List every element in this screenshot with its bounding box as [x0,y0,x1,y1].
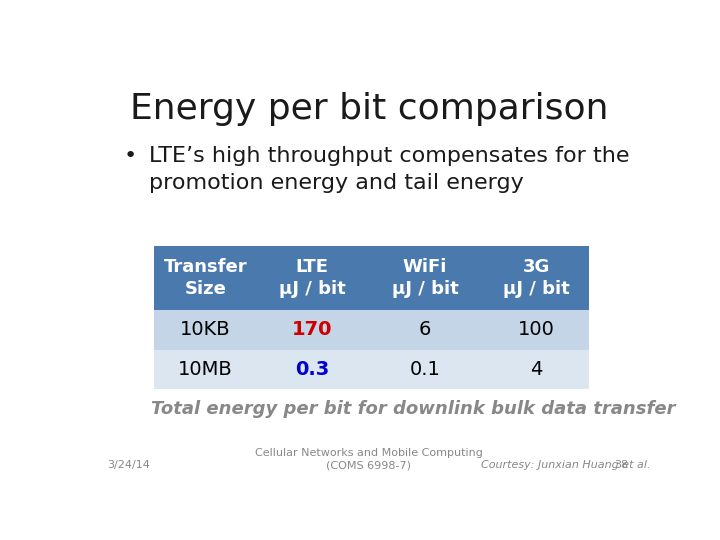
Bar [154,349,256,389]
Text: LTE’s high throughput compensates for the
promotion energy and tail energy: LTE’s high throughput compensates for th… [148,146,629,193]
Text: •: • [124,146,137,166]
Text: Cellular Networks and Mobile Computing
(COMS 6998-7): Cellular Networks and Mobile Computing (… [255,448,483,470]
Text: 4: 4 [530,360,542,379]
Bar [256,349,367,389]
Bar [154,310,256,349]
Text: 170: 170 [292,320,332,339]
Text: WiFi
μJ / bit: WiFi μJ / bit [392,258,459,298]
Bar [256,246,367,310]
Bar [367,349,483,389]
Text: 38: 38 [614,460,629,470]
Bar [367,310,483,349]
Text: Courtesy: Junxian Huang et al.: Courtesy: Junxian Huang et al. [481,460,650,470]
Bar [483,246,590,310]
Bar [256,310,367,349]
Text: 10KB: 10KB [180,320,230,339]
Text: Total energy per bit for downlink bulk data transfer: Total energy per bit for downlink bulk d… [151,400,676,417]
Text: LTE
μJ / bit: LTE μJ / bit [279,258,346,298]
Text: 0.3: 0.3 [294,360,329,379]
Text: 6: 6 [419,320,431,339]
Text: Energy per bit comparison: Energy per bit comparison [130,92,608,126]
Bar [367,246,483,310]
Text: 3G
μJ / bit: 3G μJ / bit [503,258,570,298]
Text: 3/24/14: 3/24/14 [107,460,150,470]
Bar [154,246,256,310]
Text: Transfer
Size: Transfer Size [163,258,247,298]
Text: 10MB: 10MB [178,360,233,379]
Text: 0.1: 0.1 [410,360,441,379]
Bar [483,349,590,389]
Text: 100: 100 [518,320,554,339]
Bar [483,310,590,349]
